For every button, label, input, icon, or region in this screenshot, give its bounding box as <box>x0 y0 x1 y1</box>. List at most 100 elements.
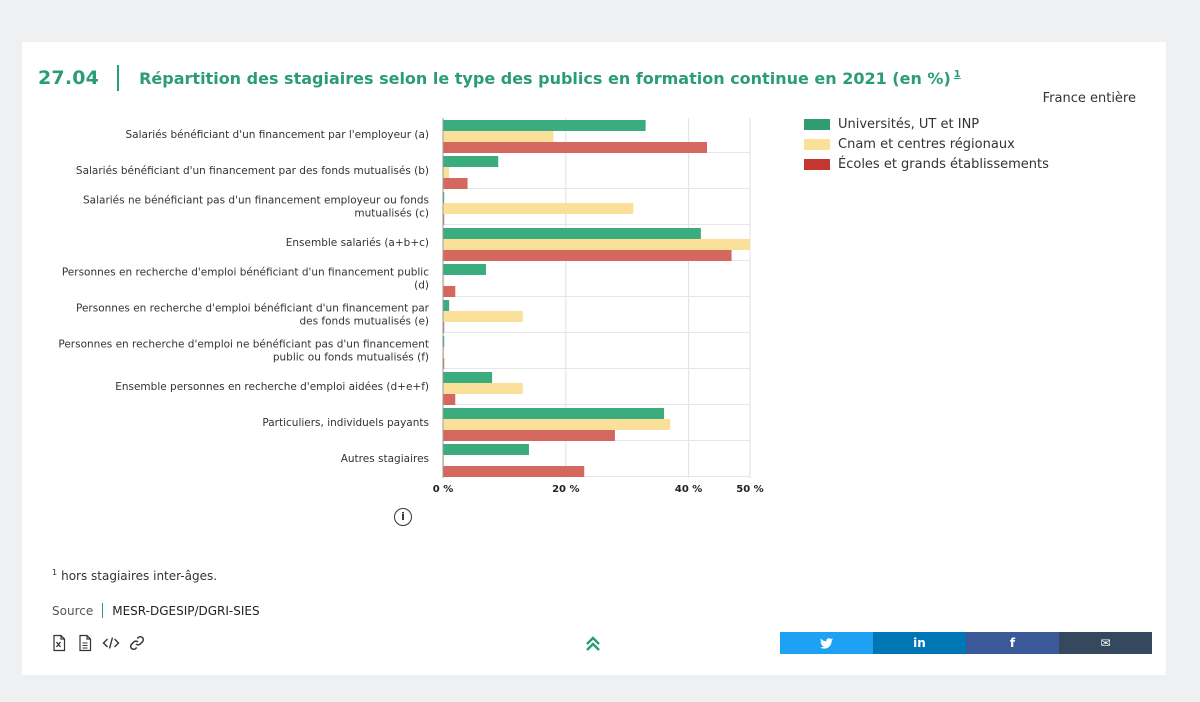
legend-swatch <box>804 158 830 170</box>
legend-label: Écoles et grands établissements <box>838 156 1049 172</box>
bar <box>443 322 445 333</box>
bar <box>443 203 634 214</box>
bar <box>443 358 445 369</box>
category-label: Particuliers, individuels payants <box>262 417 429 429</box>
export-tools <box>50 634 146 652</box>
bar <box>443 311 523 322</box>
legend-item-ecoles[interactable]: Écoles et grands établissements <box>804 154 1049 174</box>
category-label-line: public ou fonds mutualisés (f) <box>273 352 429 364</box>
bar <box>443 466 585 477</box>
bar <box>443 167 450 178</box>
footnote-text: hors stagiaires inter-âges. <box>61 569 218 583</box>
double-chevron-up-icon[interactable] <box>583 634 603 654</box>
bar <box>443 192 445 203</box>
legend-swatch <box>804 118 830 130</box>
excel-icon[interactable] <box>50 634 68 652</box>
bar <box>443 383 523 394</box>
bar <box>443 250 732 261</box>
bar <box>443 142 708 153</box>
bar <box>443 336 445 347</box>
x-tick-label: 0 % <box>433 484 453 495</box>
bar <box>443 178 468 189</box>
scope-label: France entière <box>1042 91 1136 106</box>
linkedin-icon: in <box>913 636 926 650</box>
category-label: Ensemble personnes en recherche d'emploi… <box>115 381 429 393</box>
legend-item-cnam[interactable]: Cnam et centres régionaux <box>804 134 1049 154</box>
title-footnote-link[interactable]: 1 <box>953 69 961 81</box>
category-label-line: Personnes en recherche d'emploi bénéfici… <box>76 303 430 315</box>
bar <box>443 228 701 239</box>
chart-legend: Universités, UT et INP Cnam et centres r… <box>804 114 1049 174</box>
bar <box>443 347 445 358</box>
category-label: Salariés bénéficiant d'un financement pa… <box>76 165 429 177</box>
category-label: Ensemble salariés (a+b+c) <box>286 237 429 249</box>
bar <box>443 372 493 383</box>
x-tick-label: 50 % <box>736 484 763 495</box>
figure-title-text: Répartition des stagiaires selon le type… <box>139 68 951 88</box>
header-divider <box>117 65 120 91</box>
bar <box>443 275 445 286</box>
category-label-line: des fonds mutualisés (e) <box>300 316 430 328</box>
source-line: Source MESR-DGESIP/DGRI-SIES <box>52 603 260 618</box>
figure-header: 27.04 Répartition des stagiaires selon l… <box>38 64 961 92</box>
category-label: Salariés bénéficiant d'un financement pa… <box>126 129 430 141</box>
category-label-line: Autres stagiaires <box>341 453 429 465</box>
document-icon[interactable] <box>76 634 94 652</box>
bar <box>443 300 450 311</box>
x-tick-label: 40 % <box>675 484 702 495</box>
bar <box>443 408 665 419</box>
category-label-line: Salariés ne bénéficiant pas d'un finance… <box>83 195 429 207</box>
facebook-icon: f <box>1009 636 1016 650</box>
bar <box>443 455 445 466</box>
share-email-button[interactable]: ✉ <box>1059 632 1152 654</box>
source-value: MESR-DGESIP/DGRI-SIES <box>112 603 260 618</box>
category-label: Salariés ne bénéficiant pas d'un finance… <box>83 195 429 220</box>
category-label-line: Personnes en recherche d'emploi bénéfici… <box>62 267 429 279</box>
category-label-line: Personnes en recherche d'emploi ne bénéf… <box>58 339 429 351</box>
link-icon[interactable] <box>128 634 146 652</box>
category-label: Autres stagiaires <box>341 453 429 465</box>
code-icon[interactable] <box>102 634 120 652</box>
footnote: 1 hors stagiaires inter-âges. <box>52 568 217 583</box>
category-label-line: (d) <box>414 280 429 292</box>
bar <box>443 131 554 142</box>
bar <box>443 419 671 430</box>
source-label: Source <box>52 603 94 618</box>
info-icon[interactable]: i <box>394 508 412 526</box>
bar <box>443 394 456 405</box>
twitter-icon <box>820 637 833 649</box>
share-linkedin-button[interactable]: in <box>873 632 966 654</box>
bar <box>443 214 445 225</box>
footnote-marker: 1 <box>52 568 58 577</box>
share-twitter-button[interactable] <box>780 632 873 654</box>
share-facebook-button[interactable]: f <box>966 632 1059 654</box>
category-label-line: Salariés bénéficiant d'un financement pa… <box>76 165 429 177</box>
category-label-line: Particuliers, individuels payants <box>262 417 429 429</box>
bar <box>443 444 529 455</box>
bar-chart: Salariés bénéficiant d'un financement pa… <box>58 118 764 495</box>
email-icon: ✉ <box>1100 636 1111 650</box>
bar <box>443 156 499 167</box>
legend-swatch <box>804 138 830 150</box>
bar <box>443 286 456 297</box>
legend-item-universites[interactable]: Universités, UT et INP <box>804 114 1049 134</box>
category-label-line: Ensemble personnes en recherche d'emploi… <box>115 381 429 393</box>
category-label: Personnes en recherche d'emploi bénéfici… <box>62 267 429 292</box>
category-label: Personnes en recherche d'emploi ne bénéf… <box>58 339 429 364</box>
bar <box>443 264 486 275</box>
legend-label: Cnam et centres régionaux <box>838 136 1015 152</box>
share-bar: in f ✉ <box>780 632 1152 654</box>
category-label-line: Salariés bénéficiant d'un financement pa… <box>126 129 430 141</box>
x-tick-label: 20 % <box>552 484 579 495</box>
category-label: Personnes en recherche d'emploi bénéfici… <box>76 303 430 328</box>
bar <box>443 239 750 250</box>
figure-title: Répartition des stagiaires selon le type… <box>139 69 961 88</box>
bar <box>443 120 646 131</box>
figure-card: 27.04 Répartition des stagiaires selon l… <box>22 42 1166 675</box>
bar <box>443 430 615 441</box>
figure-number: 27.04 <box>38 67 100 89</box>
source-divider <box>102 603 104 618</box>
category-label-line: Ensemble salariés (a+b+c) <box>286 237 429 249</box>
legend-label: Universités, UT et INP <box>838 116 980 132</box>
category-label-line: mutualisés (c) <box>354 208 429 220</box>
